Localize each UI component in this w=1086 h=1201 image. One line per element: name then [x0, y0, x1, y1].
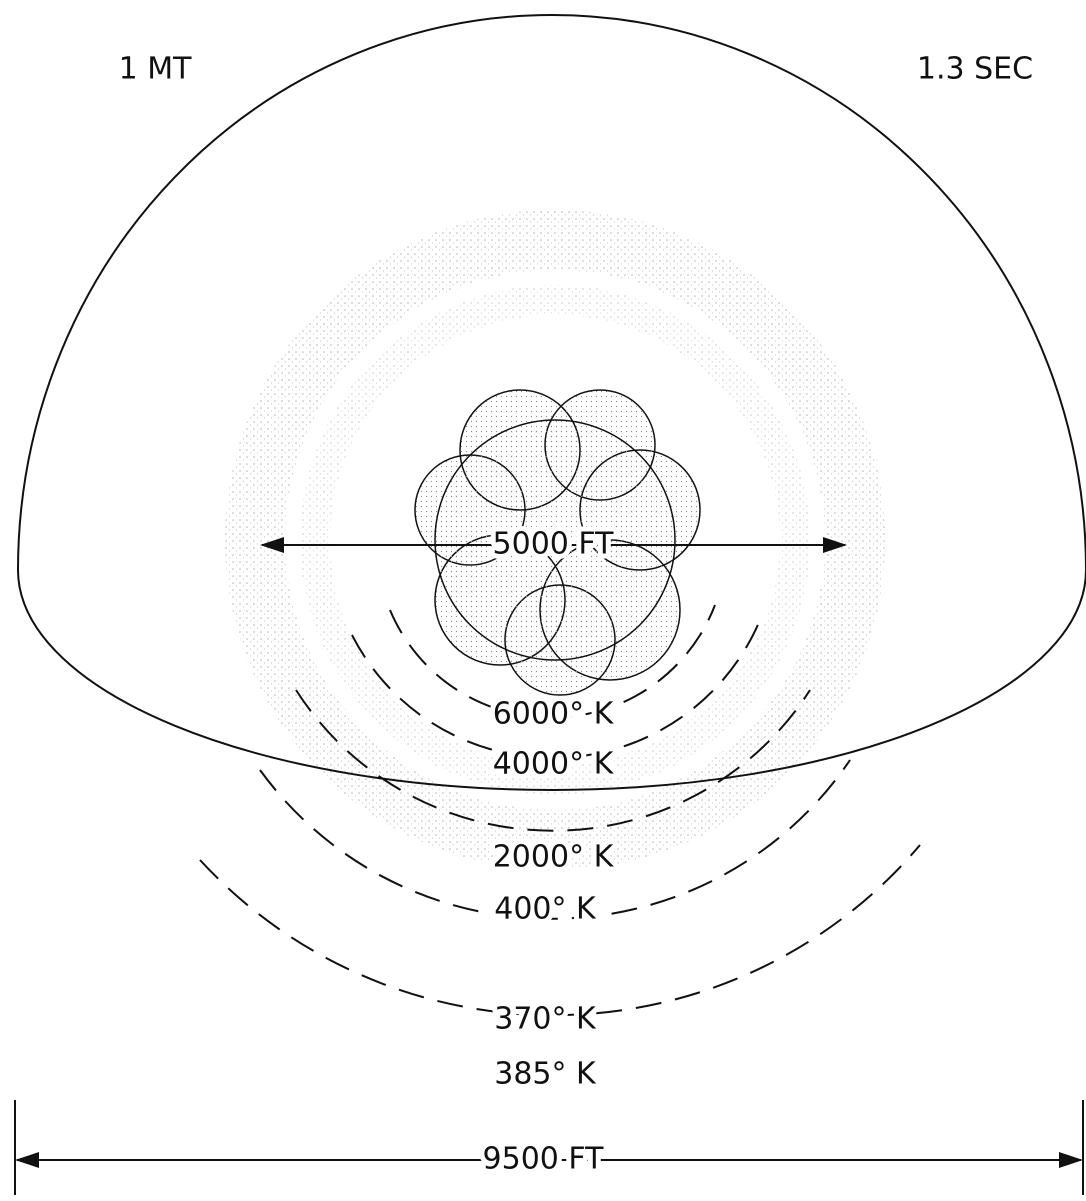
isotherm-label: 385° K — [494, 1057, 597, 1092]
stipple-ring — [225, 210, 885, 870]
isotherm-label: 4000° K — [493, 747, 615, 782]
width-label: 9500 FT — [483, 1142, 605, 1177]
isotherm-arcs — [199, 604, 921, 1017]
isotherm-label: 2000° K — [493, 840, 615, 875]
isotherm-label: 6000° K — [493, 697, 615, 732]
yield-label: 1 MT — [119, 52, 193, 87]
isotherm-label: 400° K — [494, 892, 597, 927]
time-label: 1.3 SEC — [917, 52, 1033, 87]
isotherm-label: 370° K — [494, 1002, 597, 1037]
diameter-label: 5000 FT — [493, 527, 615, 562]
